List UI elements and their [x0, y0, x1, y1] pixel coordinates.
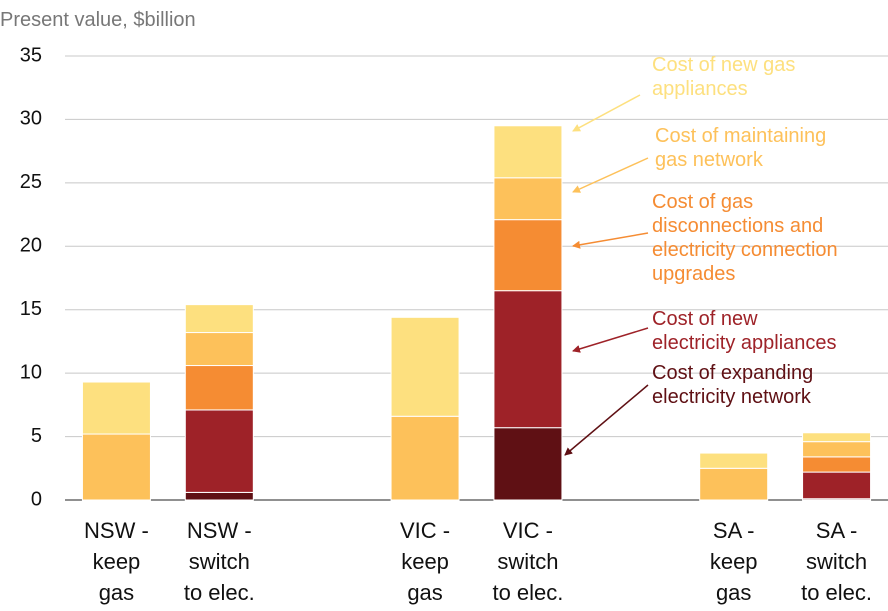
arrow — [564, 384, 649, 456]
arrow — [572, 327, 649, 353]
y-tick-label: 5 — [31, 425, 42, 447]
x-tick-label: SA - switch to elec. — [801, 518, 873, 605]
y-tick-label: 0 — [31, 488, 42, 510]
bar-segment — [493, 125, 563, 179]
arrow — [572, 94, 641, 132]
bar-segment — [802, 441, 872, 458]
series-label: Cost of new electricity appliances — [652, 308, 837, 354]
arrow — [572, 232, 649, 249]
bar-segment — [390, 415, 460, 501]
bar-segment — [184, 332, 254, 367]
subtitle: Present value, $billion — [0, 9, 196, 31]
bar-segment — [81, 433, 151, 501]
bar-segment — [81, 381, 151, 435]
x-tick-label: NSW - switch to elec. — [183, 518, 255, 605]
bar-segment — [184, 365, 254, 411]
series-label: Cost of expanding electricity network — [652, 362, 814, 408]
bar-segment — [390, 316, 460, 417]
x-tick-label: VIC - keep gas — [400, 518, 451, 605]
bar-segment — [184, 409, 254, 493]
y-tick-label: 10 — [20, 361, 42, 383]
bar-segment — [184, 304, 254, 334]
bar-segment — [699, 452, 769, 469]
y-tick-label: 30 — [20, 108, 42, 130]
arrows — [564, 94, 649, 456]
x-tick-label: VIC - switch to elec. — [492, 518, 564, 605]
bar-segment — [493, 219, 563, 292]
series-label: Cost of maintaining gas network — [655, 125, 827, 171]
bar-segment — [493, 177, 563, 221]
y-tick-label: 15 — [20, 298, 42, 320]
bar-segment — [184, 491, 254, 501]
bar-segment — [802, 456, 872, 473]
arrow — [572, 157, 649, 193]
y-tick-label: 35 — [20, 44, 42, 66]
bar-segment — [493, 290, 563, 429]
series-label: Cost of new gas appliances — [652, 54, 796, 100]
series-label: Cost of gas disconnections and electrici… — [652, 191, 838, 285]
bar-segment — [802, 471, 872, 500]
x-tick-label: NSW - keep gas — [84, 518, 149, 605]
y-tick-label: 20 — [20, 235, 42, 257]
y-tick-label: 25 — [20, 171, 42, 193]
bar-segment — [493, 427, 563, 501]
bar-segment — [699, 467, 769, 501]
x-tick-label: SA - keep gas — [709, 518, 758, 605]
bar-segment — [802, 432, 872, 443]
